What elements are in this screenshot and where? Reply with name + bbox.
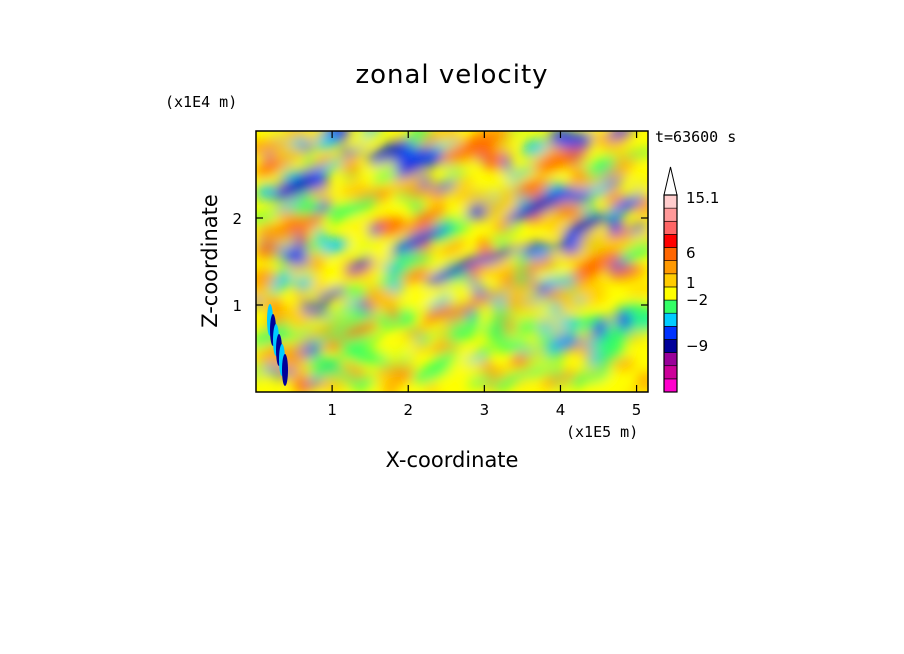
colorbar-swatch bbox=[663, 260, 678, 275]
plot-frame bbox=[255, 130, 649, 393]
x-tick-label: 2 bbox=[403, 401, 413, 419]
colorbar-swatch bbox=[663, 247, 678, 261]
x-tick-label: 1 bbox=[327, 401, 337, 419]
x-axis: 1 2 3 4 5 bbox=[327, 131, 641, 419]
colorbar-swatch bbox=[663, 207, 678, 222]
chart-title: zonal velocity bbox=[355, 60, 549, 90]
colorbar-swatch bbox=[663, 299, 678, 314]
colorbar-extend-arrow bbox=[663, 166, 678, 196]
colorbar-swatch bbox=[663, 339, 678, 353]
colorbar-swatch bbox=[663, 326, 678, 340]
colorbar-swatch bbox=[663, 220, 678, 235]
colorbar-swatch bbox=[663, 234, 678, 248]
colorbar-swatch bbox=[663, 194, 678, 209]
time-label: t=63600 s bbox=[655, 128, 737, 146]
colorbar-frame bbox=[663, 194, 678, 393]
colorbar-swatch bbox=[663, 273, 678, 288]
velocity-field bbox=[256, 131, 648, 392]
colorbar-swatch bbox=[663, 365, 678, 380]
colorbar-label: −2 bbox=[686, 291, 708, 309]
x-tick-label: 4 bbox=[556, 401, 566, 419]
colorbar-swatch bbox=[663, 352, 678, 367]
colorbar-label: 6 bbox=[686, 244, 696, 262]
colorbar-label: 1 bbox=[686, 274, 696, 292]
z-tick-label: 1 bbox=[232, 297, 242, 315]
colorbar-swatch bbox=[663, 378, 678, 393]
x-tick-label: 5 bbox=[632, 401, 642, 419]
z-axis-unit: (x1E4 m) bbox=[165, 93, 238, 111]
colorbar: 15.1 6 1−2 −9 bbox=[663, 166, 719, 393]
colorbar-swatch bbox=[663, 286, 678, 301]
x-axis-label: X-coordinate bbox=[385, 448, 519, 472]
colorbar-label: 15.1 bbox=[686, 189, 719, 207]
colorbar-label: −9 bbox=[686, 337, 708, 355]
colorbar-swatch bbox=[663, 312, 678, 327]
x-axis-unit: (x1E5 m) bbox=[566, 423, 639, 441]
x-tick-label: 3 bbox=[480, 401, 490, 419]
z-axis: 12 bbox=[232, 210, 648, 315]
z-tick-label: 2 bbox=[232, 210, 242, 228]
